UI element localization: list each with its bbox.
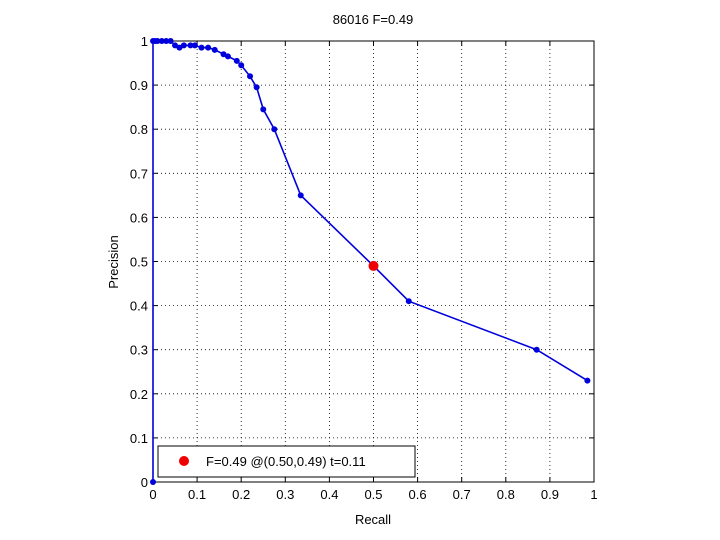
- x-axis-label: Recall: [355, 512, 391, 527]
- y-tick-label: 0.6: [130, 210, 148, 225]
- chart-title: 86016 F=0.49: [333, 12, 414, 27]
- data-point: [150, 479, 156, 485]
- x-tick-label: 0.8: [497, 487, 515, 502]
- y-tick-label: 0.2: [130, 387, 148, 402]
- x-tick-label: 0.2: [232, 487, 250, 502]
- y-tick-label: 0.4: [130, 299, 148, 314]
- x-tick-label: 0.7: [453, 487, 471, 502]
- data-point: [180, 42, 187, 49]
- data-point: [224, 53, 231, 60]
- x-tick-labels: 0 0.1 0.2 0.3 0.4 0.5 0.6 0.7 0.8 0.9 1: [149, 487, 597, 502]
- y-tick-label: 0.8: [130, 122, 148, 137]
- data-point: [191, 42, 198, 49]
- y-tick-label: 1: [141, 34, 148, 49]
- data-point: [154, 38, 161, 44]
- x-tick-label: 0.9: [541, 487, 559, 502]
- data-point: [253, 84, 260, 91]
- data-point: [584, 377, 591, 384]
- x-tick-label: 0.1: [188, 487, 206, 502]
- x-tick-label: 0: [149, 487, 156, 502]
- data-point: [247, 73, 254, 80]
- data-point: [238, 62, 245, 69]
- legend-marker: [179, 456, 189, 466]
- data-point: [167, 38, 174, 44]
- data-point: [187, 42, 194, 49]
- data-point: [260, 106, 267, 113]
- legend-box: [157, 445, 416, 478]
- data-point: [405, 298, 412, 305]
- y-tick-label: 0.3: [130, 343, 148, 358]
- data-point: [533, 346, 540, 353]
- data-point: [163, 38, 170, 44]
- data-point: [233, 57, 240, 64]
- data-point: [198, 44, 205, 51]
- series-layer: [150, 38, 591, 485]
- best-f-point: [368, 260, 379, 271]
- y-tick-label: 0: [141, 475, 148, 490]
- data-point: [211, 46, 218, 53]
- y-tick-label: 0.7: [130, 166, 148, 181]
- legend-label: F=0.49 @(0.50,0.49) t=0.11: [206, 454, 366, 469]
- y-tick-label: 0.9: [130, 78, 148, 93]
- data-point: [205, 44, 212, 51]
- data-point: [158, 38, 165, 44]
- data-point: [297, 192, 304, 199]
- y-tick-label: 0.1: [130, 431, 148, 446]
- y-tick-labels: 0 0.1 0.2 0.3 0.4 0.5 0.6 0.7 0.8 0.9 1: [130, 34, 148, 490]
- x-tick-label: 0.4: [320, 487, 338, 502]
- x-tick-label: 0.6: [409, 487, 427, 502]
- x-tick-label: 0.5: [364, 487, 382, 502]
- legend: F=0.49 @(0.50,0.49) t=0.11: [157, 445, 416, 478]
- data-point: [271, 126, 278, 133]
- y-axis-label: Precision: [106, 235, 121, 288]
- x-tick-label: 1: [590, 487, 597, 502]
- x-tick-label: 0.3: [276, 487, 294, 502]
- y-tick-label: 0.5: [130, 255, 148, 270]
- series-line: [152, 40, 588, 482]
